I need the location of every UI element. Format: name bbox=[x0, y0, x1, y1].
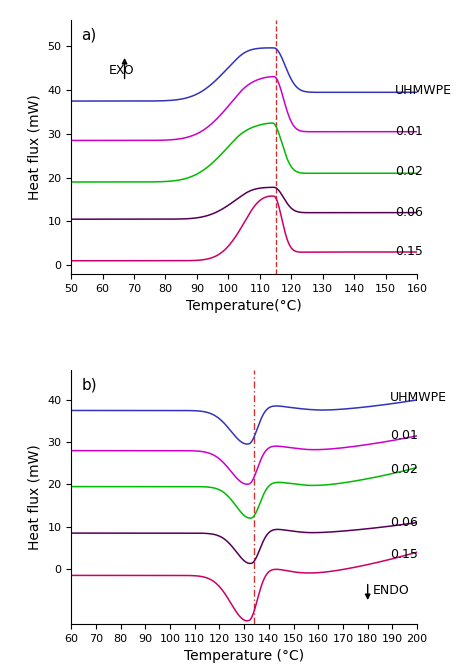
Y-axis label: Heat flux (mW): Heat flux (mW) bbox=[27, 94, 42, 200]
X-axis label: Temperature (°C): Temperature (°C) bbox=[184, 650, 304, 664]
Text: ENDO: ENDO bbox=[373, 584, 410, 597]
Text: 0.02: 0.02 bbox=[395, 164, 423, 178]
Text: UHMWPE: UHMWPE bbox=[395, 84, 452, 97]
Text: 0.01: 0.01 bbox=[390, 429, 418, 442]
Text: 0.01: 0.01 bbox=[395, 125, 423, 138]
Text: 0.06: 0.06 bbox=[390, 516, 418, 529]
Text: EXO: EXO bbox=[109, 64, 135, 77]
Text: b): b) bbox=[82, 378, 97, 393]
Text: UHMWPE: UHMWPE bbox=[390, 391, 447, 405]
Text: 0.06: 0.06 bbox=[395, 206, 423, 219]
Text: 0.15: 0.15 bbox=[390, 548, 418, 561]
Text: a): a) bbox=[82, 28, 97, 43]
Y-axis label: Heat flux (mW): Heat flux (mW) bbox=[27, 444, 42, 550]
Text: 0.02: 0.02 bbox=[390, 463, 418, 476]
Text: 0.15: 0.15 bbox=[395, 246, 423, 258]
X-axis label: Temperature(°C): Temperature(°C) bbox=[186, 299, 302, 313]
